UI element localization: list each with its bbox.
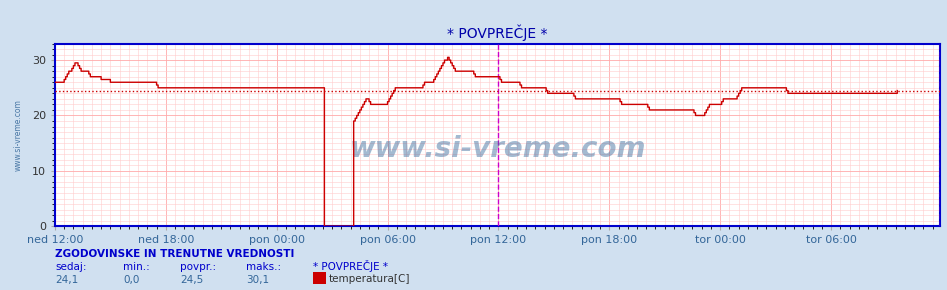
Text: * POVPREČJE *: * POVPREČJE *	[313, 260, 387, 272]
Text: sedaj:: sedaj:	[55, 262, 86, 272]
Text: maks.:: maks.:	[246, 262, 281, 272]
Text: ZGODOVINSKE IN TRENUTNE VREDNOSTI: ZGODOVINSKE IN TRENUTNE VREDNOSTI	[55, 249, 295, 259]
Text: 30,1: 30,1	[246, 275, 269, 285]
Text: min.:: min.:	[123, 262, 150, 272]
Text: 0,0: 0,0	[123, 275, 139, 285]
Text: www.si-vreme.com: www.si-vreme.com	[13, 99, 22, 171]
Text: temperatura[C]: temperatura[C]	[329, 274, 410, 284]
Text: www.si-vreme.com: www.si-vreme.com	[349, 135, 646, 164]
Text: povpr.:: povpr.:	[180, 262, 216, 272]
Text: 24,1: 24,1	[55, 275, 79, 285]
Title: * POVPREČJE *: * POVPREČJE *	[447, 24, 548, 41]
Text: 24,5: 24,5	[180, 275, 204, 285]
